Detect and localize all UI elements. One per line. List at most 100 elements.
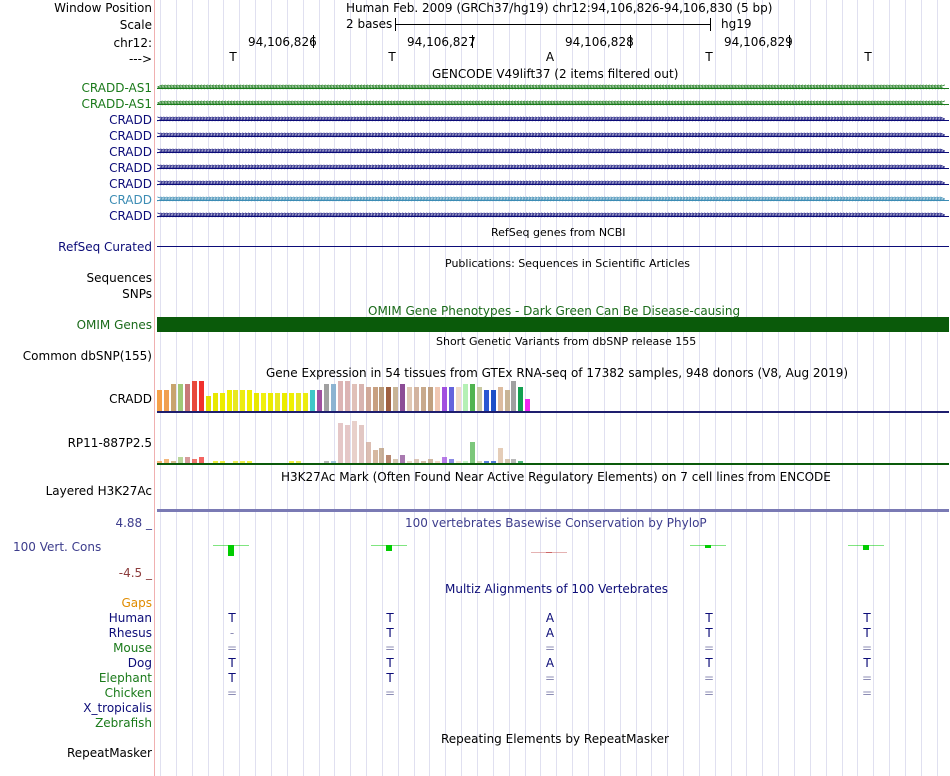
gtex-bar-gene1[interactable] (441, 387, 447, 411)
multiz-species-label[interactable]: Elephant (98, 671, 152, 685)
gtex-bar-gene2[interactable] (490, 461, 496, 463)
gtex-gene2-label[interactable]: RP11-887P2.5 (67, 436, 152, 450)
gtex-bar-gene2[interactable] (344, 425, 350, 463)
gtex-bar-gene1[interactable] (344, 381, 350, 411)
gtex-bar-gene2[interactable] (441, 457, 447, 463)
gtex-bar-gene1[interactable] (170, 384, 176, 411)
gencode-track-label[interactable]: CRADD-AS1 (81, 81, 152, 95)
h3k27ac-title[interactable]: H3K27Ac Mark (Often Found Near Active Re… (281, 470, 831, 484)
gtex-bar-gene1[interactable] (254, 393, 260, 411)
gtex-bar-gene2[interactable] (518, 461, 524, 463)
gtex-bar-gene2[interactable] (511, 459, 517, 463)
gtex-bar-gene2[interactable] (240, 461, 246, 463)
gencode-track-line[interactable] (157, 120, 949, 121)
cons-score-bar[interactable] (546, 552, 552, 553)
gtex-bar-gene2[interactable] (428, 459, 434, 463)
gtex-bar-gene2[interactable] (323, 461, 329, 463)
gencode-track-label[interactable]: CRADD (109, 129, 152, 143)
gtex-bar-gene1[interactable] (157, 390, 162, 411)
gencode-track-line[interactable] (157, 88, 949, 89)
gtex-bar-gene2[interactable] (358, 425, 364, 463)
multiz-species-label[interactable]: Dog (127, 656, 152, 670)
gencode-track-label[interactable]: CRADD (109, 145, 152, 159)
gencode-title[interactable]: GENCODE V49lift37 (2 items filtered out) (432, 67, 679, 81)
gtex-bar-gene1[interactable] (240, 390, 246, 411)
pubs-label-snps[interactable]: SNPs (122, 287, 152, 301)
gtex-bar-gene2[interactable] (247, 461, 253, 463)
gtex-bar-gene2[interactable] (198, 457, 204, 463)
gtex-bar-gene2[interactable] (462, 461, 468, 463)
gtex-bar-gene1[interactable] (296, 393, 301, 411)
gtex-bar-gene1[interactable] (163, 390, 169, 411)
cons-score-bar[interactable] (705, 545, 711, 548)
gtex-bar-gene2[interactable] (455, 461, 461, 463)
gtex-bar-gene2[interactable] (330, 461, 336, 463)
gtex-bar-gene1[interactable] (476, 387, 482, 411)
window-position-value[interactable]: Human Feb. 2009 (GRCh37/hg19) chr12:94,1… (346, 1, 773, 15)
dbsnp-label[interactable]: Common dbSNP(155) (22, 349, 152, 363)
gtex-bar-gene1[interactable] (421, 387, 427, 411)
gtex-bar-gene1[interactable] (518, 387, 524, 411)
gtex-bar-gene1[interactable] (469, 384, 475, 411)
gencode-track-label[interactable]: CRADD-AS1 (81, 97, 152, 111)
gtex-bar-gene2[interactable] (163, 459, 169, 463)
gtex-bar-gene1[interactable] (219, 393, 225, 411)
multiz-species-label[interactable]: Chicken (104, 686, 152, 700)
multiz-gaps-label[interactable]: Gaps (121, 596, 152, 610)
gtex-bar-gene2[interactable] (400, 455, 406, 463)
gencode-track-line[interactable] (157, 168, 949, 169)
gtex-bar-gene1[interactable] (261, 393, 267, 411)
multiz-species-label[interactable]: Rhesus (108, 626, 152, 640)
gtex-bar-gene2[interactable] (414, 459, 420, 463)
gencode-track-label[interactable]: CRADD (109, 177, 152, 191)
gtex-bar-gene2[interactable] (157, 461, 162, 463)
gtex-bar-gene1[interactable] (275, 393, 281, 411)
multiz-species-label[interactable]: X_tropicalis (83, 701, 152, 715)
multiz-species-label[interactable]: Zebrafish (95, 716, 152, 730)
gtex-bar-gene1[interactable] (282, 393, 288, 411)
gtex-bar-gene2[interactable] (365, 442, 371, 463)
gencode-track-label[interactable]: CRADD (109, 193, 152, 207)
gtex-bar-gene1[interactable] (428, 387, 434, 411)
gencode-track-line[interactable] (157, 216, 949, 217)
gtex-bar-gene1[interactable] (309, 390, 315, 411)
gencode-track-line[interactable] (157, 104, 949, 105)
gtex-bar-gene1[interactable] (303, 393, 308, 411)
gtex-gene1-label[interactable]: CRADD (109, 392, 152, 406)
multiz-species-label[interactable]: Mouse (113, 641, 152, 655)
gtex-bar-gene2[interactable] (177, 457, 183, 463)
h3k27ac-signal[interactable] (157, 509, 949, 512)
gtex-bar-gene1[interactable] (414, 387, 420, 411)
gtex-bar-gene2[interactable] (497, 448, 503, 463)
gtex-bar-gene1[interactable] (504, 390, 510, 411)
gtex-bar-gene2[interactable] (476, 461, 482, 463)
cons-score-bar[interactable] (386, 545, 392, 551)
gtex-bar-gene1[interactable] (483, 390, 489, 411)
gtex-bar-gene2[interactable] (448, 459, 454, 463)
pubs-label-sequences[interactable]: Sequences (86, 271, 152, 285)
gtex-bar-gene2[interactable] (296, 461, 301, 463)
gtex-bar-gene1[interactable] (386, 387, 392, 411)
h3k27ac-label[interactable]: Layered H3K27Ac (45, 484, 152, 498)
gtex-bar-gene1[interactable] (358, 384, 364, 411)
gencode-track-label[interactable]: CRADD (109, 209, 152, 223)
gtex-bar-gene1[interactable] (455, 387, 461, 411)
gtex-bar-gene1[interactable] (525, 399, 531, 411)
gtex-bar-gene1[interactable] (511, 381, 517, 411)
gtex-bar-gene1[interactable] (191, 381, 197, 411)
gencode-track-line[interactable] (157, 200, 949, 201)
dbsnp-title[interactable]: Short Genetic Variants from dbSNP releas… (436, 335, 697, 348)
gtex-bar-gene2[interactable] (483, 461, 489, 463)
repeatmasker-title[interactable]: Repeating Elements by RepeatMasker (441, 732, 669, 746)
gtex-bar-gene1[interactable] (268, 393, 274, 411)
gtex-bar-gene2[interactable] (372, 450, 378, 463)
omim-title[interactable]: OMIM Gene Phenotypes - Dark Green Can Be… (368, 304, 741, 318)
gtex-bar-gene1[interactable] (212, 393, 218, 411)
gtex-bar-gene1[interactable] (497, 387, 503, 411)
gtex-bar-gene1[interactable] (323, 384, 329, 411)
gtex-bar-gene2[interactable] (191, 459, 197, 463)
cons-score-bar[interactable] (863, 545, 869, 550)
refseq-line[interactable] (157, 246, 949, 247)
gtex-bar-gene2[interactable] (233, 461, 239, 463)
gtex-bar-gene1[interactable] (400, 384, 406, 411)
